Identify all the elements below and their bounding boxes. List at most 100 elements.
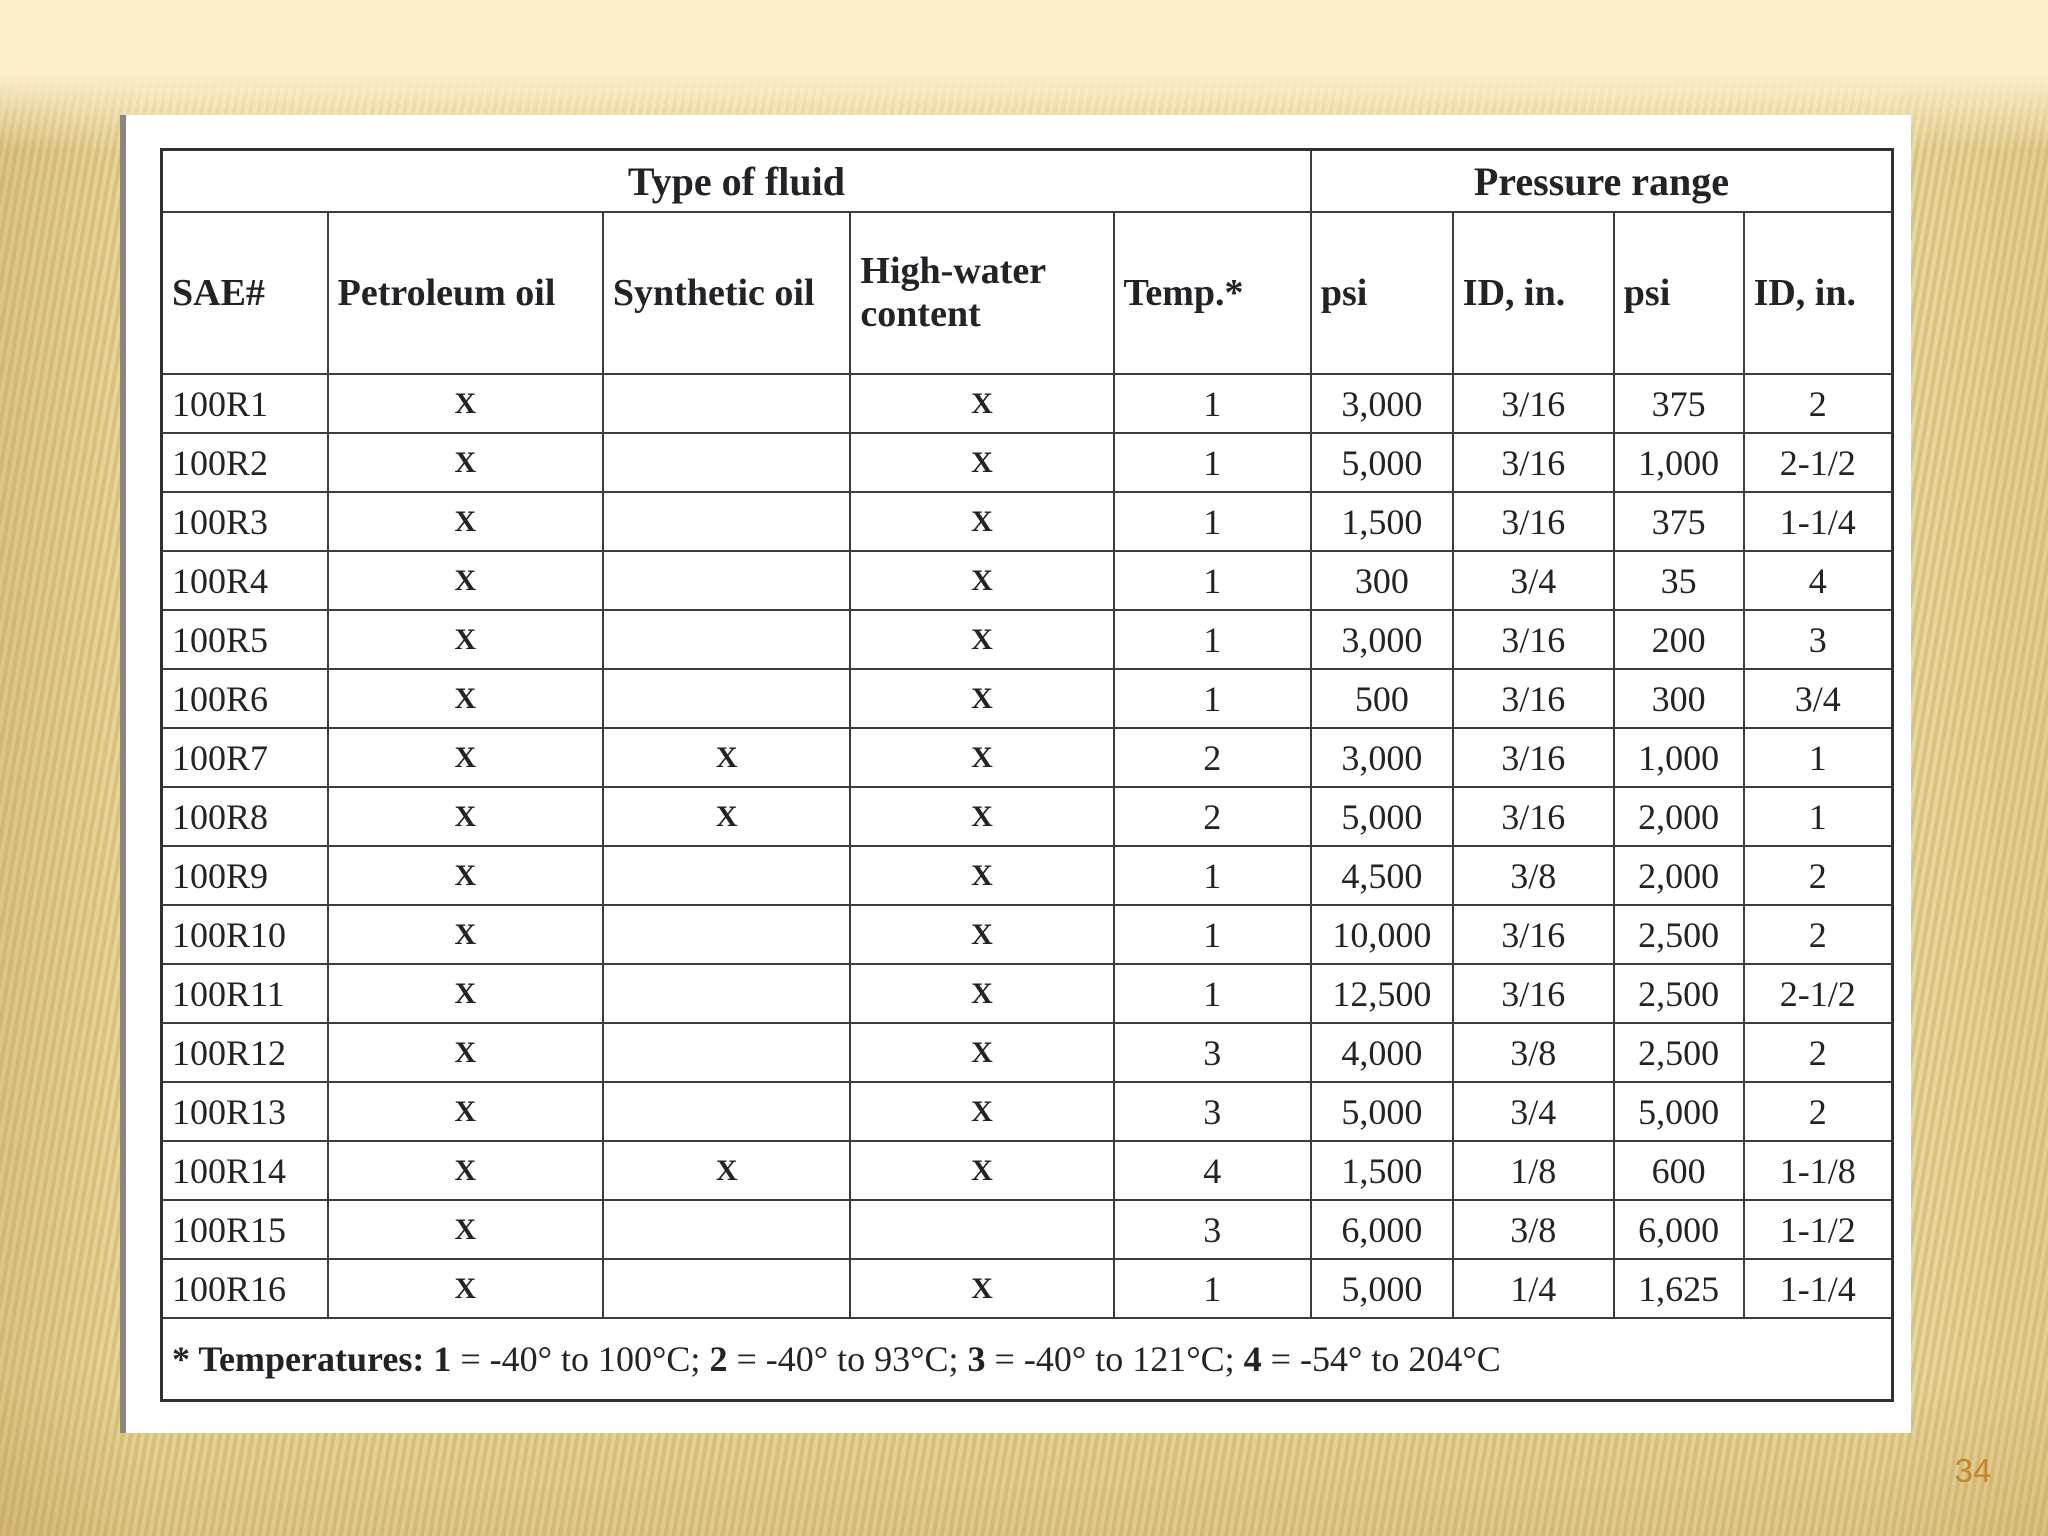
data-cell: 3/16 [1451, 727, 1615, 788]
data-cell: 3/4 [1451, 1081, 1615, 1142]
data-cell: 3/8 [1451, 1022, 1615, 1083]
data-cell [601, 1199, 852, 1260]
data-cell: X [849, 609, 1115, 670]
data-cell: 3,000 [1309, 373, 1454, 434]
data-cell: 2 [1742, 1081, 1894, 1142]
sae-number-cell: 100R16 [160, 1258, 329, 1319]
data-cell [601, 845, 852, 906]
data-cell: 1/4 [1451, 1258, 1615, 1319]
data-cell: X [326, 550, 604, 611]
data-cell: 3/16 [1451, 786, 1615, 847]
data-cell [601, 1258, 852, 1319]
table-row: 100R8 X X X 2 5,000 3/16 2,000 1 [160, 786, 1894, 847]
footnote-segment: 1 [433, 1339, 452, 1379]
table-row: 100R2 X X 1 5,000 3/16 1,000 2-1/2 [160, 432, 1894, 493]
data-cell: X [849, 432, 1115, 493]
table-row: 100R9 X X 1 4,500 3/8 2,000 2 [160, 845, 1894, 906]
data-cell: X [326, 1022, 604, 1083]
data-cell: 2 [1742, 1022, 1894, 1083]
data-cell: 10,000 [1309, 904, 1454, 965]
data-cell: X [849, 1140, 1115, 1201]
data-cell: 3 [1742, 609, 1894, 670]
data-cell: X [326, 727, 604, 788]
sae-number-cell: 100R4 [160, 550, 329, 611]
data-cell: 1 [1112, 550, 1312, 611]
data-cell: 1 [1112, 668, 1312, 729]
data-cell: 300 [1612, 668, 1745, 729]
data-cell [601, 550, 852, 611]
data-cell: 3/16 [1451, 609, 1615, 670]
column-header-row: SAE# Petroleum oil Synthetic oil High-water… [160, 211, 1894, 375]
data-cell: 1 [1112, 963, 1312, 1024]
table-row: 100R3 X X 1 1,500 3/16 375 1-1/4 [160, 491, 1894, 552]
data-cell: 1-1/8 [1742, 1140, 1894, 1201]
column-header: ID, in. [1451, 211, 1615, 375]
table-row: 100R7 X X X 2 3,000 3/16 1,000 1 [160, 727, 1894, 788]
column-header: ID, in. [1742, 211, 1894, 375]
data-cell: 300 [1309, 550, 1454, 611]
data-cell: 1 [1112, 845, 1312, 906]
column-header: Petroleum oil [326, 211, 604, 375]
table-head: Type of fluid Pressure range SAE# Petroleum… [160, 148, 1894, 375]
column-header: psi [1612, 211, 1745, 375]
data-cell: X [326, 668, 604, 729]
data-cell: X [326, 1258, 604, 1319]
data-cell: 2,500 [1612, 1022, 1745, 1083]
temperature-footnote: * Temperatures: 1 = -40° to 100°C; 2 = -… [160, 1317, 1894, 1402]
table-row: 100R6 X X 1 500 3/16 300 3/4 [160, 668, 1894, 729]
data-cell: X [326, 432, 604, 493]
data-cell: X [849, 845, 1115, 906]
data-cell: X [601, 786, 852, 847]
data-cell: 200 [1612, 609, 1745, 670]
table-row: 100R15 X 3 6,000 3/8 6,000 1-1/2 [160, 1199, 1894, 1260]
sae-number-cell: 100R3 [160, 491, 329, 552]
footnote-segment: 3 [967, 1339, 986, 1379]
panel-left-edge [120, 115, 126, 1433]
data-cell: 2 [1112, 727, 1312, 788]
data-cell: 3/16 [1451, 668, 1615, 729]
data-cell [601, 1081, 852, 1142]
data-cell: 6,000 [1309, 1199, 1454, 1260]
data-cell: 2,000 [1612, 845, 1745, 906]
data-cell: X [326, 904, 604, 965]
table-body: 100R1 X X 1 3,000 3/16 375 2 100R2 X X 1 5,000 3/16 1,… [160, 373, 1894, 1402]
sae-number-cell: 100R15 [160, 1199, 329, 1260]
data-cell: 3/4 [1742, 668, 1894, 729]
data-cell: 1 [1112, 491, 1312, 552]
data-cell: 5,000 [1612, 1081, 1745, 1142]
sae-number-cell: 100R10 [160, 904, 329, 965]
data-cell: 2-1/2 [1742, 963, 1894, 1024]
table-row: 100R4 X X 1 300 3/4 35 4 [160, 550, 1894, 611]
data-cell: 1,500 [1309, 491, 1454, 552]
data-cell: 4 [1742, 550, 1894, 611]
data-cell: 1,000 [1612, 727, 1745, 788]
data-cell: 1,625 [1612, 1258, 1745, 1319]
footnote-segment: = -40° to 93°C; [727, 1339, 968, 1379]
data-cell [849, 1199, 1115, 1260]
group-header-row: Type of fluid Pressure range [160, 148, 1894, 213]
data-cell: X [326, 491, 604, 552]
data-cell: X [601, 1140, 852, 1201]
data-cell: X [849, 1022, 1115, 1083]
data-cell: 3/16 [1451, 373, 1615, 434]
footnote-segment: 4 [1243, 1339, 1262, 1379]
data-cell: 1/8 [1451, 1140, 1615, 1201]
data-cell: 3 [1112, 1081, 1312, 1142]
table-row: 100R13 X X 3 5,000 3/4 5,000 2 [160, 1081, 1894, 1142]
sae-number-cell: 100R7 [160, 727, 329, 788]
sae-number-cell: 100R9 [160, 845, 329, 906]
data-cell [601, 432, 852, 493]
footnote-segment: = -40° to 121°C; [985, 1339, 1244, 1379]
data-cell: 3,000 [1309, 609, 1454, 670]
data-cell: X [326, 1199, 604, 1260]
data-cell: 2 [1742, 373, 1894, 434]
data-cell: 3/4 [1451, 550, 1615, 611]
data-cell: 3/16 [1451, 963, 1615, 1024]
data-cell [601, 668, 852, 729]
table-row: 100R14 X X X 4 1,500 1/8 600 1-1/8 [160, 1140, 1894, 1201]
table-row: 100R16 X X 1 5,000 1/4 1,625 1-1/4 [160, 1258, 1894, 1319]
table-row: 100R11 X X 1 12,500 3/16 2,500 2-1/2 [160, 963, 1894, 1024]
data-cell: 2,500 [1612, 963, 1745, 1024]
column-header: Temp.* [1112, 211, 1312, 375]
